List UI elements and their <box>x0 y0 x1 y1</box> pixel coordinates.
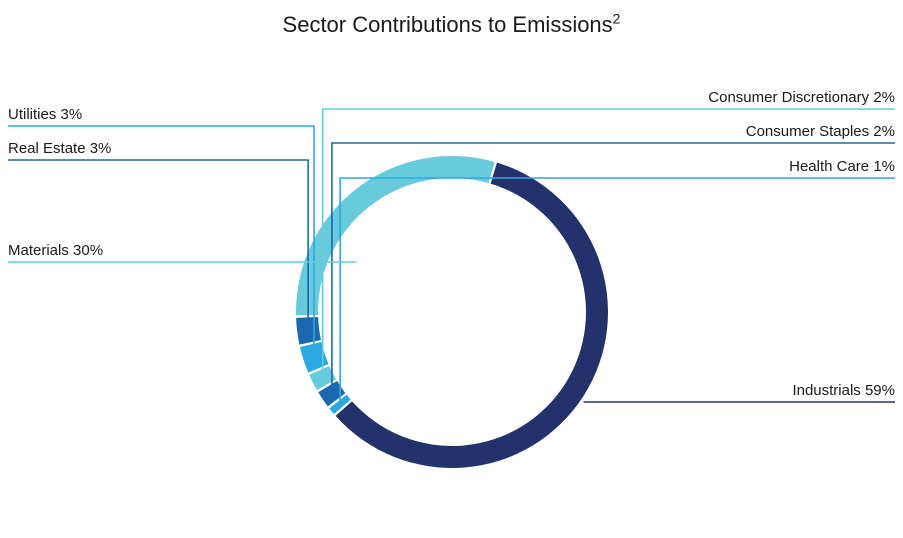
slice-health-care <box>329 394 351 415</box>
slice-materials <box>295 155 495 316</box>
leader-health-care <box>339 177 895 405</box>
label-real-estate: Real Estate 3% <box>8 140 111 157</box>
slice-consumer-discretionary <box>309 365 337 391</box>
chart-title-text: Sector Contributions to Emissions <box>282 12 613 37</box>
label-industrials: Industrials 59% <box>792 382 895 399</box>
leader-lines-group <box>8 108 895 405</box>
label-materials: Materials 30% <box>8 242 103 259</box>
slice-industrials <box>335 162 608 468</box>
leader-real-estate <box>8 159 309 330</box>
chart-title: Sector Contributions to Emissions2 <box>0 12 903 38</box>
labels-group: Industrials 59% Health Care 1% Consumer St… <box>8 89 895 399</box>
chart-title-footnote: 2 <box>612 10 621 27</box>
leader-utilities <box>8 125 315 357</box>
label-consumer-staples: Consumer Staples 2% <box>746 123 895 140</box>
leader-consumer-staples <box>331 142 895 394</box>
label-consumer-discretionary: Consumer Discretionary 2% <box>708 89 895 106</box>
slices-group <box>295 155 608 468</box>
label-health-care: Health Care 1% <box>789 158 895 175</box>
slice-consumer-staples <box>318 380 346 407</box>
label-utilities: Utilities 3% <box>8 106 82 123</box>
leader-consumer-discretionary <box>321 108 895 378</box>
slice-utilities <box>299 342 329 373</box>
